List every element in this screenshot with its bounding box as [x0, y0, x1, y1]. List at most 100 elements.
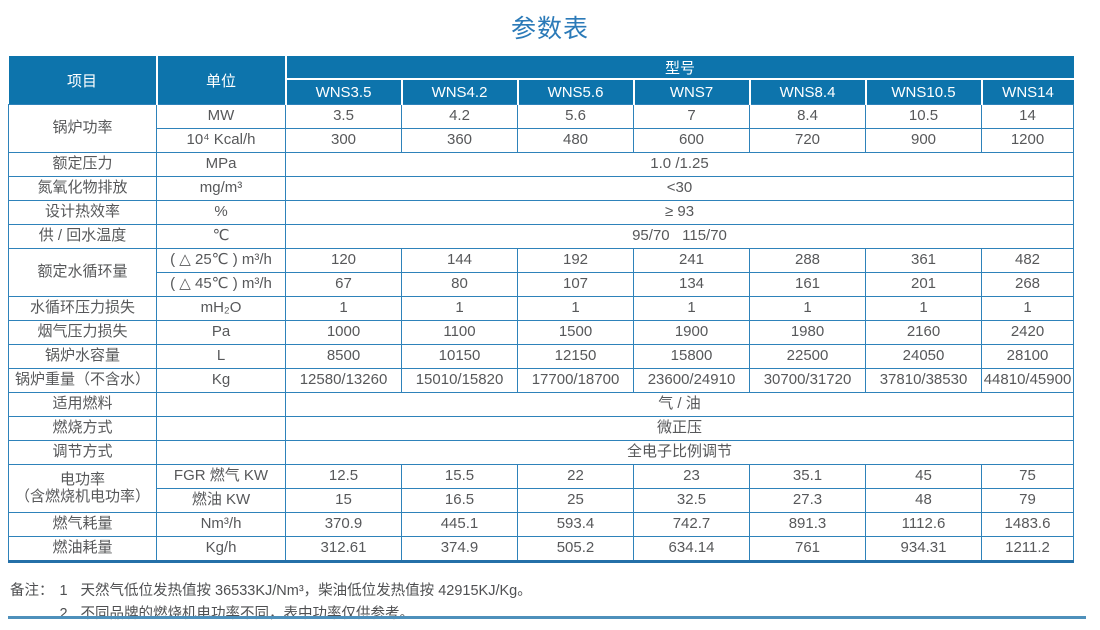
column-header-unit: 单位 — [155, 56, 286, 105]
table-row: 锅炉功率 MW 3.5 4.2 5.6 7 8.4 10.5 14 — [8, 104, 1074, 153]
value-cell: 15.5 — [401, 464, 518, 489]
value-cell: 5.6 — [517, 104, 634, 129]
row-label: 锅炉重量（不含水） — [8, 368, 157, 393]
column-header-model: WNS5.6 — [516, 78, 634, 105]
value-cell: 161 — [749, 272, 866, 297]
span-value-cell: 全电子比例调节 — [285, 440, 1074, 465]
table-row: 燃油耗量 Kg/h 312.61 374.9 505.2 634.14 761 934.31 1… — [8, 536, 1074, 562]
note-number: 1 — [59, 583, 68, 599]
table-header-row: 项目 单位 型号 — [8, 56, 1074, 105]
row-label: 锅炉水容量 — [8, 344, 157, 369]
value-cell: 268 — [981, 272, 1074, 297]
notes-label: 备注： — [10, 583, 54, 599]
value-cell: 12580/13260 — [285, 368, 402, 393]
unit-cell: Pa — [156, 320, 286, 345]
column-header-model-group: 型号 — [284, 56, 1074, 79]
table-body: 锅炉功率 MW 3.5 4.2 5.6 7 8.4 10.5 14 10⁴ Kcal/h 300 36… — [8, 104, 1074, 562]
value-cell: 480 — [517, 128, 634, 153]
table-row: 额定水循环量( △ 25℃ ) m³/h 120 144 192 241 288 361 48… — [8, 248, 1074, 297]
value-cell: 201 — [865, 272, 982, 297]
value-cell: 7 — [633, 104, 750, 129]
value-cell: 22500 — [749, 344, 866, 369]
value-cell: 1 — [401, 296, 518, 321]
table-row: 电功率 （含燃烧机电功率） FGR 燃气 KW 12.5 15.5 22 23 35.1 45 7… — [8, 464, 1074, 513]
value-cell: 15800 — [633, 344, 750, 369]
value-cell: 1112.6 — [865, 512, 982, 537]
unit-cell: Kg/h — [156, 536, 286, 562]
column-header-model: WNS4.2 — [400, 78, 518, 105]
value-cell: 312.61 — [285, 536, 402, 562]
row-label: 水循环压力损失 — [8, 296, 157, 321]
table-row: 烟气压力损失 Pa 1000 1100 1500 1900 1980 2160 2420 — [8, 320, 1074, 345]
table-row: 额定压力 MPa 1.0 /1.25 — [8, 152, 1074, 177]
value-cell: 241 — [633, 248, 750, 273]
value-cell: 32.5 — [633, 488, 750, 513]
row-label: 额定压力 — [8, 152, 157, 177]
note-line: 1 天然气低位发热值按 36533KJ/Nm³，柴油低位发热值按 42915KJ… — [54, 580, 532, 603]
value-cell: 134 — [633, 272, 750, 297]
value-cell: 10150 — [401, 344, 518, 369]
value-cell: 1900 — [633, 320, 750, 345]
note-text: 天然气低位发热值按 36533KJ/Nm³，柴油低位发热值按 42915KJ/K… — [80, 583, 532, 599]
value-cell: 1 — [749, 296, 866, 321]
value-cell: 1 — [865, 296, 982, 321]
value-cell: 1200 — [981, 128, 1074, 153]
value-cell: 28100 — [981, 344, 1074, 369]
row-label: 锅炉功率 — [8, 104, 157, 153]
value-cell: 445.1 — [401, 512, 518, 537]
value-cell: 600 — [633, 128, 750, 153]
value-cell: 720 — [749, 128, 866, 153]
value-cell: 742.7 — [633, 512, 750, 537]
value-cell: 144 — [401, 248, 518, 273]
column-header-model: WNS14 — [980, 78, 1074, 105]
value-cell: 505.2 — [517, 536, 634, 562]
value-cell: 2160 — [865, 320, 982, 345]
unit-cell: ( △ 25℃ ) m³/h — [156, 248, 286, 273]
value-cell: 1 — [981, 296, 1074, 321]
unit-cell: MW — [156, 104, 286, 129]
value-cell: 1211.2 — [981, 536, 1074, 562]
value-cell: 24050 — [865, 344, 982, 369]
table-header: 项目 单位 型号 WNS3.5 WNS4.2 WNS5.6 WNS7 WNS8.… — [8, 56, 1074, 105]
row-label: 额定水循环量 — [8, 248, 157, 297]
value-cell: 22 — [517, 464, 634, 489]
value-cell: 79 — [981, 488, 1074, 513]
column-header-model: WNS10.5 — [864, 78, 982, 105]
value-cell: 1 — [517, 296, 634, 321]
table-row: 10⁴ Kcal/h 300 360 480 600 720 900 1200 — [9, 128, 1074, 153]
value-cell: 1500 — [517, 320, 634, 345]
value-cell: 288 — [749, 248, 866, 273]
value-cell: 1483.6 — [981, 512, 1074, 537]
value-cell: 44810/45900 — [981, 368, 1074, 393]
unit-cell — [156, 392, 286, 417]
value-cell: 23600/24910 — [633, 368, 750, 393]
row-label: 调节方式 — [8, 440, 157, 465]
value-cell: 1000 — [285, 320, 402, 345]
row-label: 供 / 回水温度 — [8, 224, 157, 249]
value-cell: 37810/38530 — [865, 368, 982, 393]
unit-cell — [156, 416, 286, 441]
note-line: 2 不同品牌的燃烧机电功率不同，表中功率仅供参考。 — [54, 603, 532, 626]
value-cell: 16.5 — [401, 488, 518, 513]
table-row: 燃气耗量 Nm³/h 370.9 445.1 593.4 742.7 891.3 1112.6… — [8, 512, 1074, 537]
value-cell: 48 — [865, 488, 982, 513]
table-row: 锅炉水容量 L 8500 10150 12150 15800 22500 24050 28100 — [8, 344, 1074, 369]
value-cell: 120 — [285, 248, 402, 273]
unit-cell: ℃ — [156, 224, 286, 249]
span-value-cell: ≥ 93 — [285, 200, 1074, 225]
table-row: 燃烧方式 微正压 — [8, 416, 1074, 441]
page-title: 参数表 — [510, 15, 589, 43]
value-cell: 634.14 — [633, 536, 750, 562]
row-label: 设计热效率 — [8, 200, 157, 225]
unit-cell: ( △ 45℃ ) m³/h — [156, 272, 286, 297]
table-row: 设计热效率% ≥ 93 — [8, 200, 1074, 225]
row-label: 适用燃料 — [8, 392, 157, 417]
value-cell: 2420 — [981, 320, 1074, 345]
value-cell: 75 — [981, 464, 1074, 489]
value-cell: 1980 — [749, 320, 866, 345]
unit-cell — [156, 440, 286, 465]
unit-cell: Nm³/h — [156, 512, 286, 537]
unit-cell: 10⁴ Kcal/h — [156, 128, 286, 153]
notes-lines: 1 天然气低位发热值按 36533KJ/Nm³，柴油低位发热值按 42915KJ… — [54, 580, 532, 626]
value-cell: 45 — [865, 464, 982, 489]
